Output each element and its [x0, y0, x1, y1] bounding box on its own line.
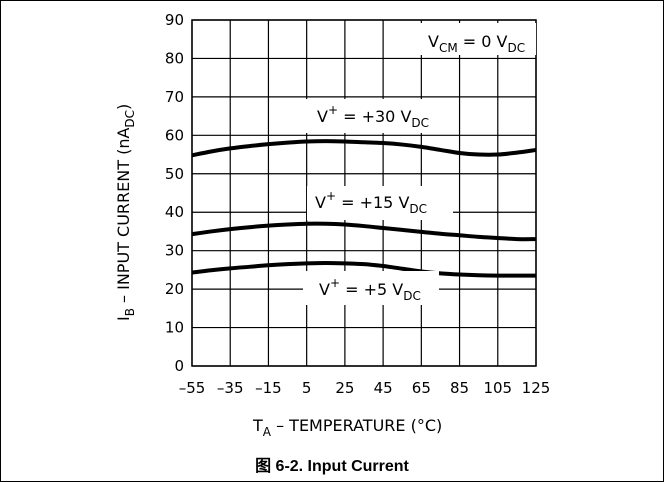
y-axis-label: IB – INPUT CURRENT (nADC) [114, 104, 137, 321]
x-tick-label: –55 [179, 379, 206, 397]
y-tick-label: 30 [165, 242, 184, 260]
y-tick-label: 50 [165, 165, 184, 183]
y-tick-label: 10 [165, 319, 184, 337]
plot-border [191, 19, 537, 367]
series-label-background [307, 186, 453, 220]
plot-area-border [191, 19, 537, 367]
series-label-0: V+ = +30 VDC [317, 103, 429, 130]
series-line-2 [191, 260, 536, 278]
series-label-1: V+ = +15 VDC [315, 189, 427, 216]
figure-caption: 图 6-2. Input Current [255, 458, 409, 475]
x-tick-label: 125 [522, 379, 551, 397]
y-tick-labels: 0 10 20 30 40 50 60 70 80 90 [165, 11, 184, 375]
x-tick-label: 25 [335, 379, 354, 397]
series-line-0 [191, 139, 537, 158]
series-group [191, 139, 537, 278]
input-current-chart: V+ = +30 VDC V+ = +15 VDC V+ = +5 VDC 0 10 2… [114, 11, 551, 439]
x-tick-label: 85 [450, 379, 469, 397]
series-label-2: V+ = +5 VDC [319, 276, 421, 303]
y-tick-label: 0 [174, 357, 184, 375]
x-tick-label: 105 [483, 379, 512, 397]
condition-label-background [420, 23, 536, 55]
x-tick-label: 45 [374, 379, 393, 397]
condition-label: VCM = 0 VDC [428, 32, 525, 55]
series-line-1 [191, 221, 537, 242]
x-tick-label: 5 [302, 379, 312, 397]
y-tick-label: 20 [165, 280, 184, 298]
y-tick-label: 60 [165, 126, 184, 144]
y-tick-label: 70 [165, 88, 184, 106]
x-tick-label: 65 [412, 379, 431, 397]
x-axis-label: TA – TEMPERATURE (°C) [252, 416, 442, 439]
y-tick-label: 90 [165, 11, 184, 29]
series-label-background [305, 99, 453, 133]
series-label-background [303, 271, 439, 305]
x-tick-label: –35 [217, 379, 244, 397]
x-tick-labels: –55 –35 –15 5 25 45 65 85 105 125 [179, 379, 551, 397]
series-labels: V+ = +30 VDC V+ = +15 VDC V+ = +5 VDC [303, 99, 453, 305]
y-tick-label: 80 [165, 49, 184, 67]
x-tick-label: –15 [255, 379, 282, 397]
y-tick-label: 40 [165, 203, 184, 221]
